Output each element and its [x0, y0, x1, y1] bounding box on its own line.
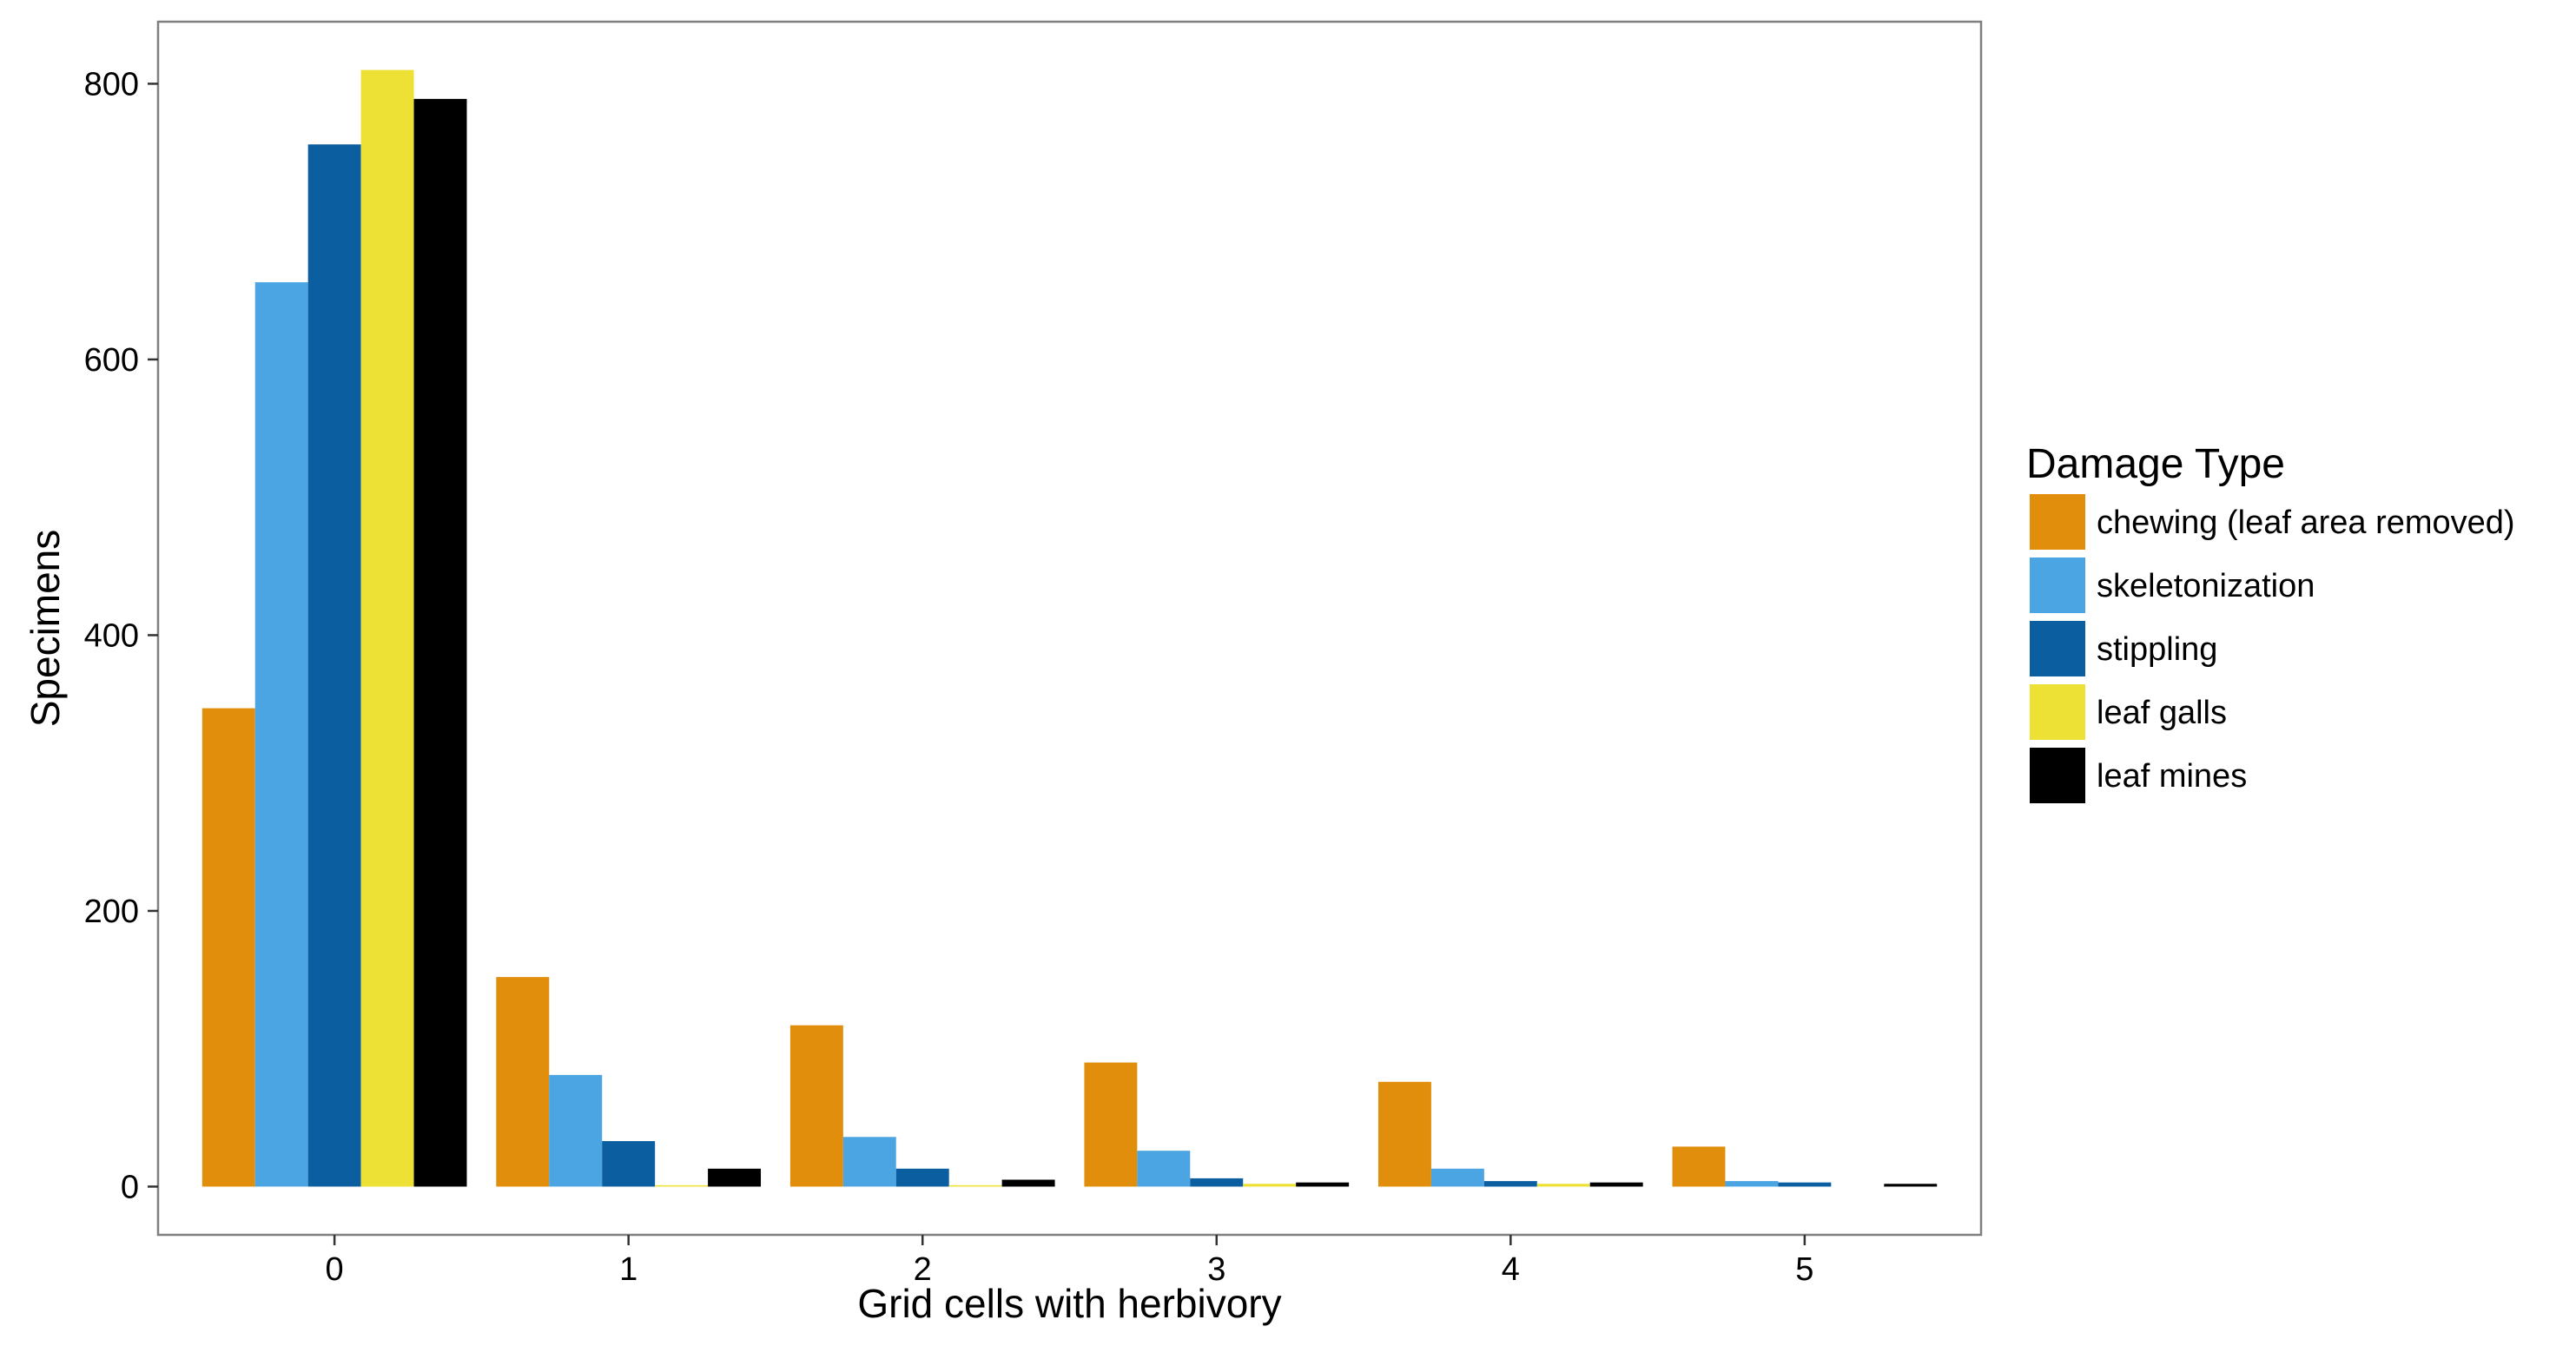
bar-stippling-5 [1778, 1182, 1832, 1187]
legend: Damage Type chewing (leaf area removed) s… [2026, 441, 2515, 805]
legend-label: stippling [2097, 631, 2217, 668]
bar-leaf-2 [948, 1184, 1002, 1187]
bar-stippling-4 [1483, 1181, 1537, 1187]
bar-stippling-1 [602, 1141, 656, 1187]
bar-chewing-4 [1377, 1081, 1431, 1187]
bars-layer [201, 69, 1938, 1187]
legend-label: chewing (leaf area removed) [2097, 505, 2515, 541]
legend-label: leaf galls [2097, 695, 2227, 731]
bar-stippling-2 [895, 1168, 949, 1187]
bar-leaf-4 [1589, 1182, 1643, 1187]
bar-stippling-0 [307, 144, 361, 1187]
x-tick-label: 1 [619, 1251, 637, 1288]
y-axis-title: Specimens [23, 530, 68, 728]
legend-key [2028, 556, 2087, 615]
x-tick-label: 3 [1207, 1251, 1225, 1288]
bar-chewing-3 [1084, 1062, 1138, 1187]
bar-skeletonization-5 [1725, 1181, 1779, 1187]
bar-skeletonization-0 [254, 282, 308, 1187]
legend-key [2028, 619, 2087, 678]
legend-title: Damage Type [2026, 441, 2285, 487]
x-tick-label: 4 [1502, 1251, 1520, 1288]
legend-key [2028, 683, 2087, 742]
y-tick-label: 200 [84, 894, 139, 930]
bar-leaf-0 [413, 98, 467, 1187]
bar-chewing-5 [1672, 1146, 1726, 1187]
bar-leaf-1 [708, 1168, 762, 1187]
bar-chewing-2 [789, 1025, 843, 1187]
plot-panel-border [156, 20, 1983, 1237]
x-tick-label: 0 [326, 1251, 344, 1288]
y-tick-label: 600 [84, 342, 139, 379]
legend-label: skeletonization [2097, 568, 2315, 604]
y-tick-label: 0 [121, 1169, 139, 1205]
x-axis: 0 1 2 3 4 5 [326, 1235, 1813, 1288]
legend-label: leaf mines [2097, 758, 2247, 795]
y-tick-label: 800 [84, 66, 139, 102]
y-axis: 0 200 400 600 800 [84, 66, 158, 1205]
legend-key [2028, 746, 2087, 805]
x-tick-label: 2 [914, 1251, 932, 1288]
bar-leaf-2 [1001, 1179, 1055, 1187]
bar-chewing-1 [496, 977, 550, 1187]
bar-skeletonization-4 [1430, 1168, 1484, 1187]
bar-leaf-4 [1536, 1184, 1590, 1187]
bar-skeletonization-3 [1137, 1151, 1191, 1187]
x-axis-title: Grid cells with herbivory [857, 1281, 1281, 1326]
bar-chewing-0 [201, 708, 255, 1187]
bar-skeletonization-2 [842, 1137, 896, 1187]
bar-stippling-3 [1190, 1178, 1244, 1187]
legend-key [2028, 492, 2087, 551]
bar-leaf-0 [360, 69, 414, 1187]
bar-leaf-3 [1243, 1184, 1297, 1187]
x-tick-label: 5 [1795, 1251, 1813, 1288]
bar-leaf-5 [1884, 1184, 1938, 1187]
bar-skeletonization-1 [549, 1074, 603, 1187]
bar-leaf-3 [1296, 1182, 1350, 1187]
y-tick-label: 400 [84, 617, 139, 654]
bar-leaf-1 [655, 1184, 709, 1187]
